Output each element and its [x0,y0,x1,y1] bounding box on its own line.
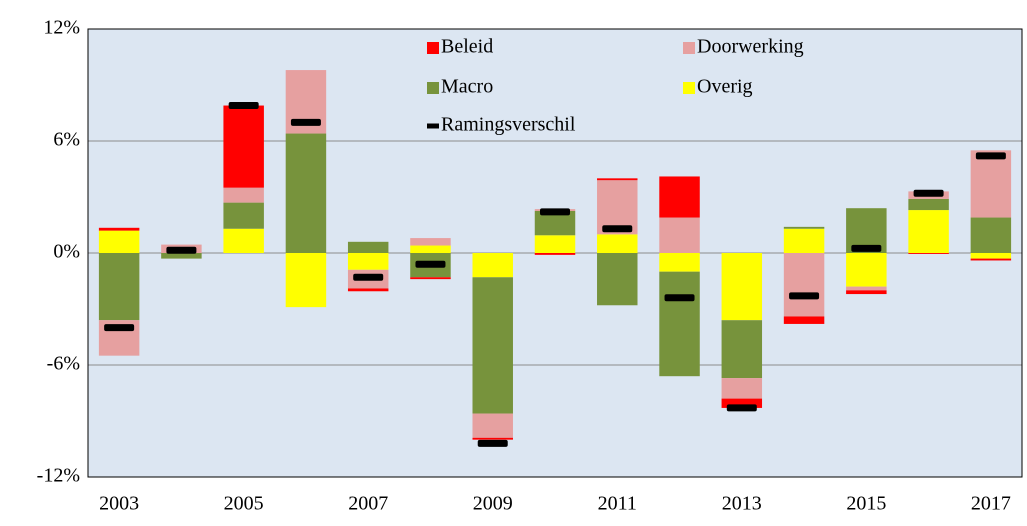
bar-segment [721,398,763,408]
plot-border [87,28,1023,478]
bar-segment [347,241,389,253]
bar-segment [970,258,1012,261]
marker [913,189,944,197]
legend-label: Ramingsverschil [441,114,576,136]
marker [726,404,757,412]
bar-segment [721,253,763,321]
x-tick-label: 2017 [971,493,1011,515]
bar-segment [970,150,1012,218]
x-tick-label: 2003 [99,493,139,515]
bar-segment [659,271,700,377]
marker [602,225,633,233]
marker [789,292,820,300]
bar-segment [223,187,264,203]
bar-segment [783,253,825,317]
bar-segment [597,178,638,181]
bar-segment [659,253,700,272]
bar-segment [970,217,1012,253]
bar-segment [472,277,513,414]
bar-segment [783,228,825,253]
marker [166,246,197,254]
marker [353,273,384,281]
bar-segment [846,286,887,291]
x-tick-label: 2005 [224,493,264,515]
bar-segment [783,316,825,324]
marker [415,260,446,268]
bar-segment [846,253,887,287]
legend-label: Macro [441,76,493,98]
marker [975,152,1006,160]
bar-segment [846,290,887,295]
y-tick-label: 6% [53,129,80,151]
legend-swatch [683,82,695,94]
bar-segment [597,253,638,306]
bar-segment [908,198,949,211]
bar-segment [410,238,451,246]
legend-label: Beleid [441,36,493,58]
legend-swatch [427,123,439,129]
marker [664,294,695,302]
x-tick-label: 2015 [846,493,886,515]
bar-segment [659,176,700,218]
bar-segment [285,133,327,253]
marker [290,118,321,126]
x-tick-label: 2013 [722,493,762,515]
bar-segment [410,277,451,280]
bar-segment [970,253,1012,259]
bar-segment [223,228,264,253]
legend-label: Overig [697,76,753,98]
bar-segment [721,378,763,399]
bar-segment [597,234,638,253]
bar-segment [534,235,576,253]
bar-segment [472,253,513,278]
legend-swatch [427,82,439,94]
bar-segment [98,227,140,231]
bar-segment [98,253,140,321]
bar-segment [783,226,825,229]
bar-segment [721,320,763,379]
x-tick-label: 2011 [598,493,637,515]
bar-segment [161,253,202,259]
y-tick-label: 0% [53,241,80,263]
legend-swatch [683,42,695,54]
legend-swatch [427,42,439,54]
bar-segment [285,253,327,308]
bar-segment [659,217,700,253]
bar-segment [472,413,513,438]
bar-segment [410,245,451,253]
marker [851,244,882,252]
legend-label: Doorwerking [697,36,804,58]
y-tick-label: -6% [47,353,80,375]
marker [477,439,508,447]
bar-segment [472,437,513,440]
x-tick-label: 2009 [473,493,513,515]
bar-segment [98,230,140,253]
bar-segment [534,253,576,255]
bar-segment [223,105,264,188]
bar-segment [347,288,389,292]
marker [104,324,135,332]
x-tick-label: 2007 [348,493,388,515]
y-tick-label: 12% [43,17,80,39]
marker [540,208,570,216]
bar-segment [347,253,389,270]
bar-segment [908,210,949,253]
bar-segment [908,253,949,254]
y-tick-label: -12% [37,465,80,487]
bar-segment [223,202,264,229]
marker [228,102,259,110]
